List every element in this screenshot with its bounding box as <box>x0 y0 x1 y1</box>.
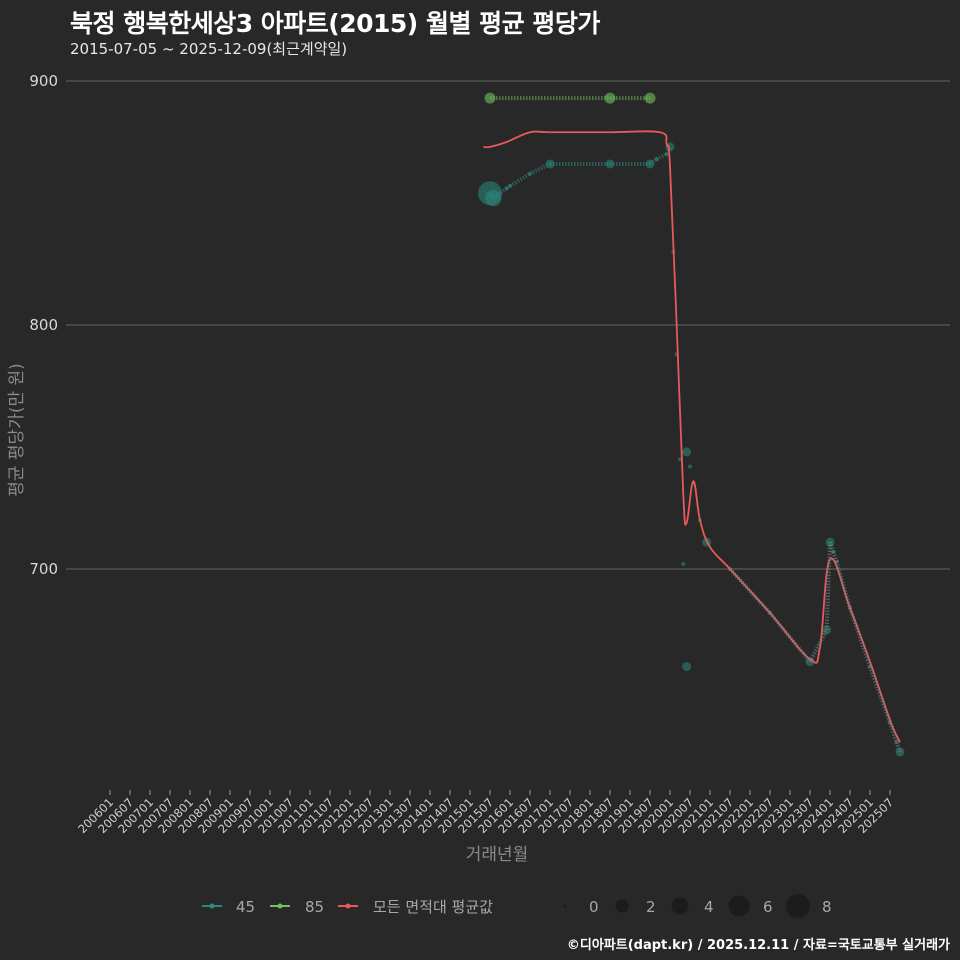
y-tick-label: 900 <box>29 72 58 90</box>
y-tick-label: 800 <box>29 316 58 334</box>
size-legend-dot <box>615 899 629 913</box>
size-legend-label: 8 <box>822 898 832 916</box>
footer-credit: ©디아파트(dapt.kr) / 2025.12.11 / 자료=국토교통부 실… <box>566 938 950 953</box>
size-legend-dot <box>728 895 750 917</box>
data-point-85 <box>604 92 616 104</box>
y-tick-label: 700 <box>29 560 58 578</box>
chart-title: 북정 행복한세상3 아파트(2015) 월별 평균 평당가 <box>70 9 600 38</box>
data-point-45 <box>504 186 509 191</box>
grid-lines <box>66 80 950 570</box>
legend-label: 45 <box>236 898 255 916</box>
size-legend-label: 2 <box>646 898 656 916</box>
data-point-45 <box>688 464 692 469</box>
legend-label: 모든 면적대 평균값 <box>373 898 493 916</box>
y-axis: 700 800 900 <box>29 72 58 578</box>
size-legend-label: 6 <box>763 898 773 916</box>
data-point-45 <box>545 159 555 169</box>
size-legend-dot <box>563 904 567 908</box>
data-point-45 <box>682 447 692 457</box>
y-axis-title: 평균 평당가(만 원) <box>7 363 27 497</box>
plot-area <box>478 92 905 757</box>
data-point-85 <box>484 92 496 104</box>
legend-swatch-dot <box>277 903 283 909</box>
data-point-45 <box>605 159 615 169</box>
legend-swatch-dot <box>209 903 215 909</box>
x-axis-title: 거래년월 <box>466 845 529 865</box>
legend: 45 85 모든 면적대 평균값 0 2 4 6 8 <box>202 894 832 918</box>
data-point-45 <box>645 159 655 169</box>
data-point-45 <box>528 171 532 176</box>
chart-subtitle: 2015-07-05 ~ 2025-12-09(최근계약일) <box>70 40 348 58</box>
data-point-45 <box>681 562 686 567</box>
data-point-45 <box>664 152 669 157</box>
average-line <box>483 130 901 743</box>
x-axis: 2006012006072007012007072008012008072009… <box>75 790 896 836</box>
size-legend-dot <box>786 894 810 918</box>
data-point-85 <box>644 92 656 104</box>
data-point-45 <box>682 662 692 672</box>
legend-label: 85 <box>305 898 324 916</box>
size-legend-dot <box>671 897 689 915</box>
size-legend-label: 0 <box>589 898 599 916</box>
data-point-45 <box>485 189 502 207</box>
data-point-45 <box>654 157 659 162</box>
size-legend-label: 4 <box>704 898 714 916</box>
data-point-45 <box>508 183 512 188</box>
legend-swatch-dot <box>345 903 351 909</box>
